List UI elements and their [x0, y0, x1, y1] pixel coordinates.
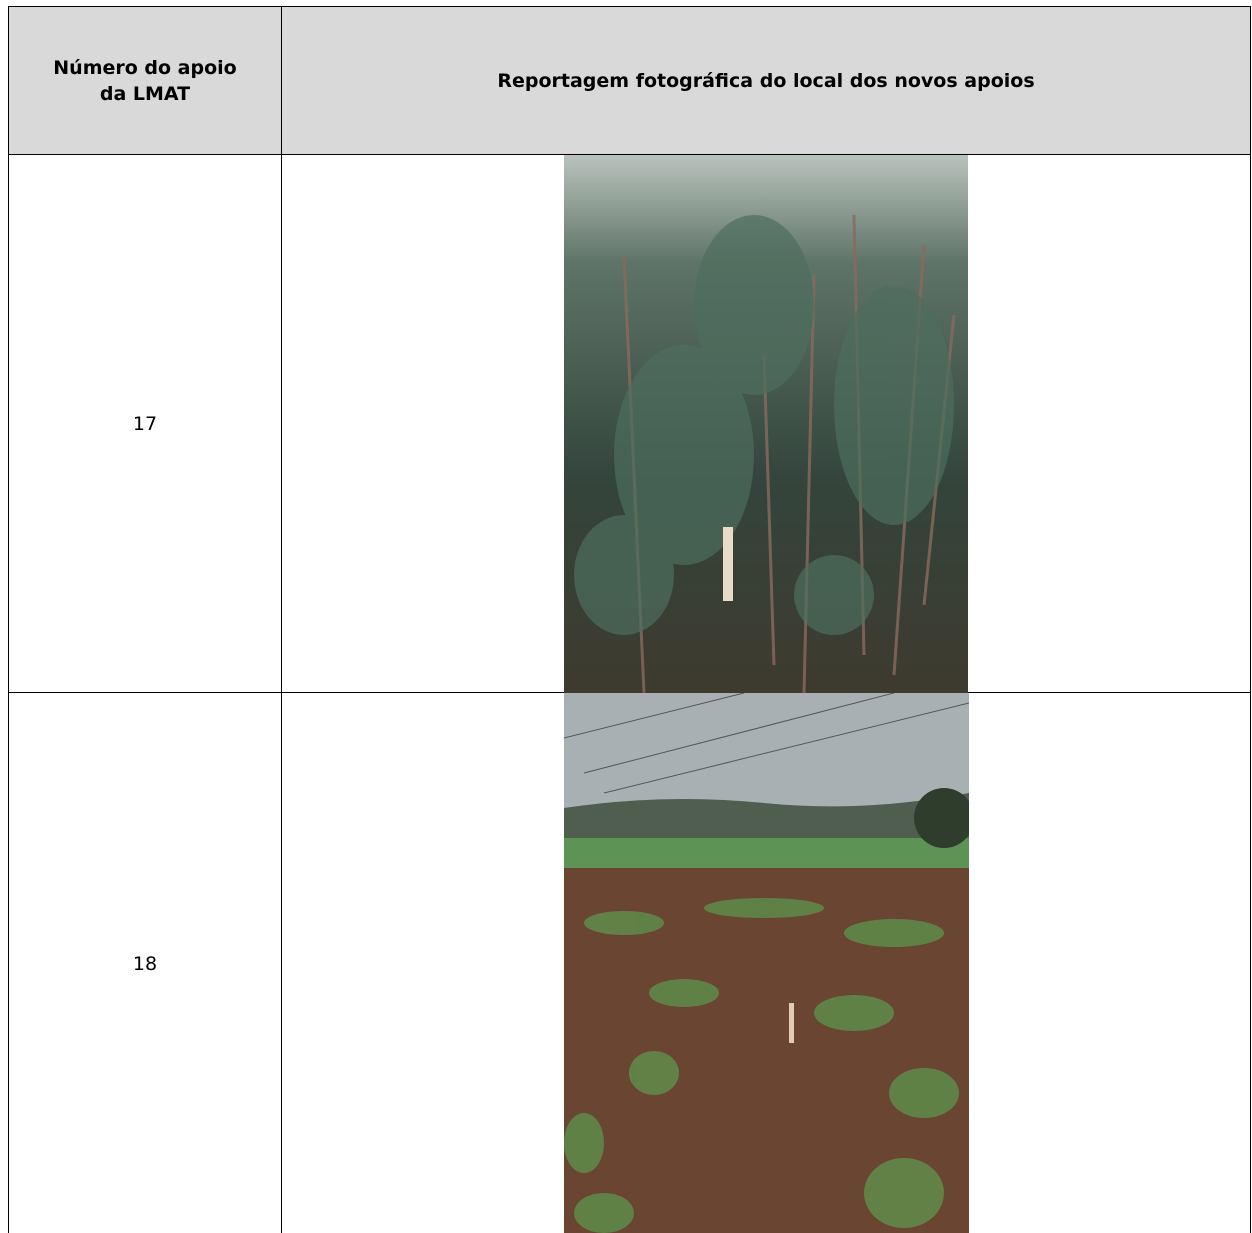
header-cell: Número do apoio da LMAT — [9, 7, 281, 154]
photo — [564, 155, 968, 693]
row-number: 17 — [132, 413, 158, 435]
row-number: 18 — [132, 952, 158, 975]
photo — [564, 693, 969, 1233]
leaves — [574, 215, 954, 635]
hills — [564, 793, 969, 843]
power-lines — [564, 693, 969, 794]
marker-stake — [723, 527, 733, 601]
green-field — [564, 838, 969, 868]
header-cell: Reportagem fotográfica do local dos novo… — [282, 7, 1250, 154]
grass-tufts — [564, 898, 959, 1233]
border — [8, 6, 9, 1233]
border — [281, 6, 282, 1233]
tree — [914, 788, 969, 848]
border — [1250, 6, 1251, 1233]
sky — [564, 693, 969, 808]
border — [8, 154, 1251, 155]
marker-stake — [789, 1003, 794, 1043]
border — [8, 6, 1251, 7]
